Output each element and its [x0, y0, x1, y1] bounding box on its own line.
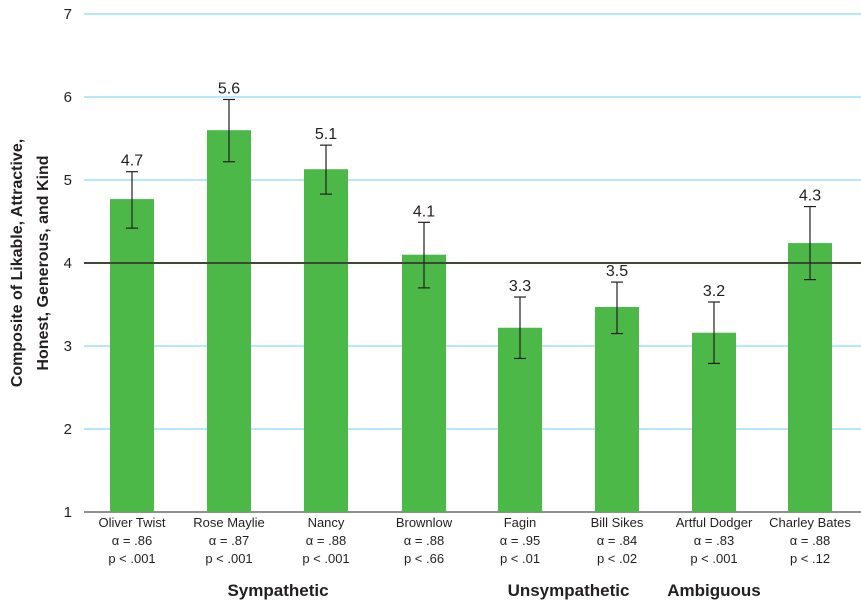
category-label-0: Oliver Twist [99, 515, 166, 530]
value-label-0: 4.7 [121, 153, 143, 170]
bar-5 [595, 306, 639, 512]
category-alpha-5: α = .84 [597, 533, 637, 548]
category-label-3: Brownlow [396, 515, 453, 530]
value-label-5: 3.5 [606, 263, 628, 280]
y-tick-label-4: 4 [64, 255, 72, 272]
category-p-3: p < .66 [404, 551, 444, 566]
plot-area: 1 2 3 4 5 6 7 4.7 5.6 5.1 4.1 3.3 3.5 3.2 4.3 Oliver Tw… [64, 6, 861, 600]
category-label-7: Charley Bates [769, 515, 851, 530]
category-p-6: p < .001 [690, 551, 737, 566]
bar-2 [304, 169, 348, 512]
category-label-4: Fagin [504, 515, 537, 530]
y-tick-label-3: 3 [64, 338, 72, 355]
y-axis-label-line-2: Honest, Generous, and Kind [35, 155, 52, 370]
category-label-1: Rose Maylie [193, 515, 265, 530]
category-alpha-4: α = .95 [500, 533, 540, 548]
value-label-1: 5.6 [218, 80, 240, 97]
bar-7 [788, 243, 832, 512]
category-alpha-1: α = .87 [209, 533, 249, 548]
y-tick-label-5: 5 [64, 172, 72, 189]
y-tick-label-6: 6 [64, 89, 72, 106]
value-label-3: 4.1 [413, 203, 435, 220]
bar-1 [207, 130, 251, 512]
category-p-1: p < .001 [205, 551, 252, 566]
y-axis-label-line-1: Composite of Likable, Attractive, [9, 139, 26, 387]
category-alpha-2: α = .88 [306, 533, 346, 548]
category-p-2: p < .001 [302, 551, 349, 566]
category-p-5: p < .02 [597, 551, 637, 566]
y-tick-label-2: 2 [64, 421, 72, 438]
y-tick-label-1: 1 [64, 504, 72, 521]
category-alpha-6: α = .83 [694, 533, 734, 548]
category-p-0: p < .001 [108, 551, 155, 566]
category-label-5: Bill Sikes [591, 515, 644, 530]
category-alpha-3: α = .88 [404, 533, 444, 548]
category-alpha-0: α = .86 [112, 533, 152, 548]
group-label-sympathetic: Sympathetic [227, 581, 328, 600]
group-label-unsympathetic: Unsympathetic [508, 581, 630, 600]
value-label-4: 3.3 [509, 278, 531, 295]
category-label-6: Artful Dodger [676, 515, 753, 530]
value-label-2: 5.1 [315, 126, 337, 143]
bar-0 [110, 199, 154, 512]
category-label-2: Nancy [308, 515, 345, 530]
category-alpha-7: α = .88 [790, 533, 830, 548]
category-p-4: p < .01 [500, 551, 540, 566]
y-tick-label-7: 7 [64, 6, 72, 23]
value-label-7: 4.3 [799, 188, 821, 205]
category-p-7: p < .12 [790, 551, 830, 566]
value-label-6: 3.2 [703, 283, 725, 300]
group-label-ambiguous: Ambiguous [667, 581, 761, 600]
bar-3 [402, 254, 446, 512]
